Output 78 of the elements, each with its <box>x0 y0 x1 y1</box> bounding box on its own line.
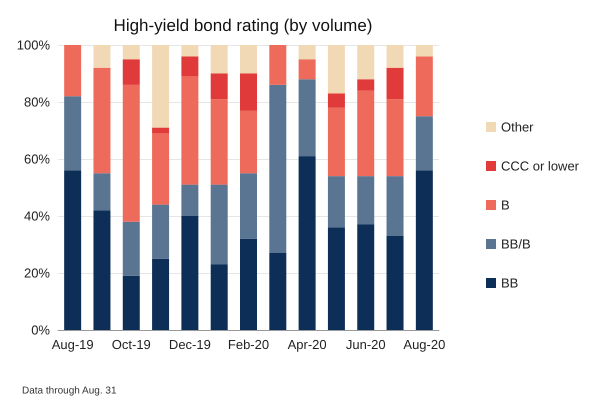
x-tick-label: Jun-20 <box>346 337 386 352</box>
bar <box>416 56 433 116</box>
legend-label: CCC or lower <box>500 158 580 174</box>
bar <box>386 45 404 68</box>
bar <box>240 238 257 330</box>
y-tick-label: 80% <box>24 94 50 110</box>
legend-label: B <box>500 198 510 212</box>
y-tick-label: 60% <box>24 152 50 166</box>
x-tick-label: Oct-19 <box>112 337 151 352</box>
bar <box>181 184 198 216</box>
bar <box>386 68 404 100</box>
bar <box>357 79 374 91</box>
bar <box>416 45 433 56</box>
legend-label: Other <box>500 120 534 134</box>
bar <box>64 45 82 96</box>
text: Data through Aug. 31 <box>22 386 117 396</box>
bar <box>328 93 345 108</box>
legend-label: BB/B <box>500 236 531 252</box>
bar <box>328 227 345 330</box>
bar <box>122 45 140 60</box>
bar <box>240 45 257 74</box>
bar <box>122 59 140 85</box>
bar <box>386 99 404 176</box>
bar <box>328 45 345 94</box>
bar <box>298 59 316 80</box>
bar <box>240 110 257 174</box>
bar <box>210 45 228 74</box>
bar <box>328 108 345 176</box>
bar <box>181 216 198 330</box>
bar <box>181 76 198 185</box>
bar <box>416 170 433 330</box>
bar <box>386 236 404 330</box>
legend-label: BB <box>500 276 518 290</box>
bar <box>152 128 170 134</box>
y-tick-label: 40% <box>24 208 50 224</box>
x-tick-label: Aug-19 <box>52 337 94 352</box>
x-tick-label: Feb-20 <box>228 337 270 352</box>
bar <box>93 68 110 174</box>
bar <box>357 90 374 176</box>
y-tick-label: 100% <box>16 38 50 52</box>
bar <box>64 96 82 170</box>
bar <box>210 99 228 185</box>
bar <box>357 224 374 330</box>
bar <box>181 45 198 56</box>
bar <box>298 156 316 330</box>
x-tick-label: Dec-19 <box>168 337 211 352</box>
bar <box>357 45 374 80</box>
chart-title: High-yield bond rating (by volume) <box>114 16 372 35</box>
bar <box>93 45 110 68</box>
bar <box>386 176 404 236</box>
bar <box>93 173 110 210</box>
bar <box>210 74 228 100</box>
bar <box>240 74 257 111</box>
bar <box>416 116 433 170</box>
bar <box>328 176 345 228</box>
bar <box>122 276 140 330</box>
x-tick-label: Apr-20 <box>288 337 327 352</box>
y-tick-label: 20% <box>24 266 50 280</box>
bar <box>210 264 228 330</box>
y-tick-label: 0% <box>31 322 50 338</box>
bar <box>152 133 170 205</box>
bar <box>269 45 286 85</box>
bar <box>210 184 228 264</box>
bar <box>298 79 316 156</box>
bar <box>181 56 198 76</box>
bar <box>152 204 170 259</box>
bar <box>93 210 110 330</box>
x-tick-label: Aug-20 <box>403 337 446 352</box>
bar <box>269 84 286 254</box>
bar <box>269 253 286 330</box>
bar <box>122 222 140 276</box>
bar <box>152 258 170 330</box>
bar <box>64 170 82 330</box>
bar <box>240 173 257 239</box>
bar <box>357 176 374 225</box>
bar <box>152 45 170 128</box>
bar <box>122 84 140 222</box>
bar <box>298 45 316 60</box>
